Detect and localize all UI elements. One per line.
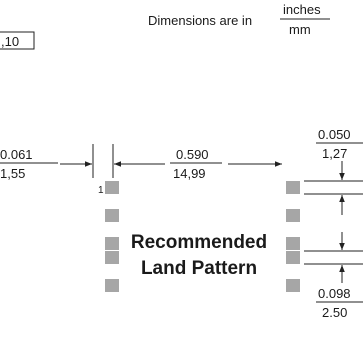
pad-left-5 xyxy=(105,279,119,292)
pin1-label: 1 xyxy=(98,185,104,196)
pad-left-2 xyxy=(105,209,119,222)
pitch-inches: 0.098 xyxy=(318,286,351,301)
units-mm: mm xyxy=(289,22,311,37)
left-width-inches: 0.061 xyxy=(0,147,33,162)
left-width-mm: 1,55 xyxy=(0,166,25,181)
units-header: Dimensions are in inches mm xyxy=(148,2,330,37)
left-width-dimension: 0.061 1,55 xyxy=(0,147,92,181)
pitch-dimension: 0.098 2.50 xyxy=(316,232,363,320)
pad-height-inches: 0.050 xyxy=(318,127,351,142)
reference-frame xyxy=(0,31,35,50)
clipped-reference-box: ,10 xyxy=(0,31,35,50)
pad-left-1 xyxy=(105,181,119,194)
units-prefix: Dimensions are in xyxy=(148,13,252,28)
right-pad-column xyxy=(286,181,300,292)
pad-left-4 xyxy=(105,251,119,264)
pad-right-4 xyxy=(286,251,300,264)
units-inches: inches xyxy=(283,2,321,17)
pattern-title-line1: Recommended xyxy=(131,232,267,253)
pad-right-1 xyxy=(286,181,300,194)
pitch-mm: 2.50 xyxy=(322,305,347,320)
pad-right-5 xyxy=(286,279,300,292)
pad-left-3 xyxy=(105,237,119,250)
pad-right-3 xyxy=(286,237,300,250)
left-pad-column xyxy=(105,181,119,292)
pad-height-dimension: 0.050 1,27 xyxy=(316,127,363,215)
pad-height-mm: 1,27 xyxy=(322,146,347,161)
span-dimension: 0.590 14,99 xyxy=(114,147,282,181)
pattern-title-line2: Land Pattern xyxy=(141,258,257,279)
clipped-reference-text: ,10 xyxy=(1,34,19,49)
span-inches: 0.590 xyxy=(176,147,209,162)
span-mm: 14,99 xyxy=(173,166,206,181)
pad-right-2 xyxy=(286,209,300,222)
